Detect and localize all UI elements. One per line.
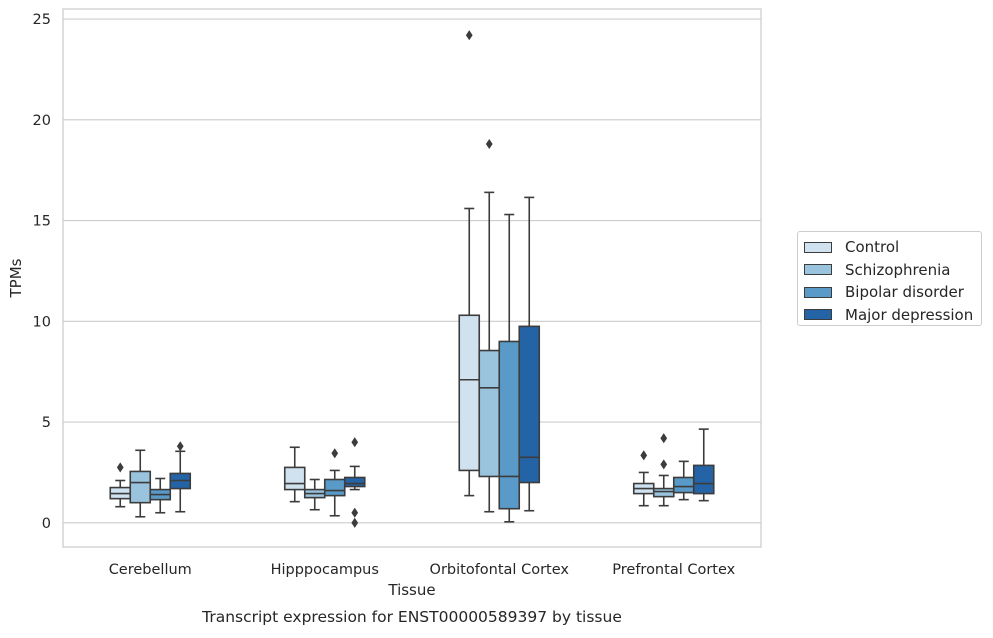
plot-frame <box>62 8 762 548</box>
outlier-point <box>351 437 359 448</box>
x-tick-labels: Cerebellum Hipppocampus Orbitofontal Corte… <box>109 562 736 578</box>
box-layer <box>109 30 715 528</box>
legend-item-schizophrenia: Schizophrenia <box>804 259 981 282</box>
legend-swatch-major-depression <box>804 309 832 321</box>
x-tick-label-3: Prefrontal Cortex <box>612 562 735 578</box>
legend-item-bipolar-disorder: Bipolar disorder <box>804 281 981 304</box>
grid-layer <box>63 18 761 524</box>
box <box>672 476 695 494</box>
y-axis-label: TPMs <box>7 258 25 298</box>
box <box>498 340 521 510</box>
legend-label-bipolar-disorder: Bipolar disorder <box>845 283 964 302</box>
y-tick-label-5: 5 <box>42 415 51 431</box>
x-tick-label-0: Cerebellum <box>109 562 192 578</box>
legend-label-major-depression: Major depression <box>845 305 974 324</box>
box-group <box>498 213 521 523</box>
outlier-point <box>660 459 668 470</box>
outlier-point <box>485 138 493 150</box>
chart-title: Transcript expression for ENST0000058939… <box>201 608 622 626</box>
box-group <box>478 138 501 513</box>
box <box>652 487 675 498</box>
y-tick-labels: 0 5 10 15 20 25 <box>33 12 51 532</box>
y-tick-label-20: 20 <box>33 113 51 129</box>
box-group <box>692 428 715 502</box>
box-group <box>283 446 306 503</box>
legend: Control Schizophrenia Bipolar disorder M… <box>797 231 982 326</box>
box <box>518 325 541 484</box>
box <box>478 349 501 478</box>
box <box>343 476 366 488</box>
box-group <box>129 449 152 518</box>
y-tick-label-10: 10 <box>33 314 51 330</box>
outlier-point <box>660 433 668 444</box>
x-axis-label: Tissue <box>387 581 435 599</box>
outlier-point <box>116 462 124 473</box>
box <box>283 466 306 491</box>
plot-area <box>63 9 761 547</box>
box-group <box>303 478 326 511</box>
box-group <box>518 196 541 512</box>
outlier-point <box>351 507 359 518</box>
box <box>129 470 152 504</box>
box-group <box>672 460 695 501</box>
outlier-point <box>176 441 184 452</box>
outlier-point <box>331 448 339 459</box>
legend-swatch-bipolar-disorder <box>804 286 832 298</box>
legend-label-schizophrenia: Schizophrenia <box>845 260 951 279</box>
y-tick-label-25: 25 <box>33 12 51 28</box>
box-group <box>169 441 192 513</box>
legend-swatch-control <box>804 241 832 253</box>
box-group <box>149 477 172 514</box>
box-group <box>343 437 366 528</box>
box <box>692 464 715 495</box>
x-tick-label-1: Hipppocampus <box>271 562 379 578</box>
x-tick-label-2: Orbitofontal Cortex <box>430 562 570 578</box>
outlier-point <box>465 30 473 41</box>
outlier-point <box>640 450 648 461</box>
legend-label-control: Control <box>845 238 900 257</box>
box <box>323 478 346 497</box>
legend-swatch-schizophrenia <box>804 264 832 276</box>
outlier-point <box>351 517 359 528</box>
y-tick-label-0: 0 <box>42 516 51 532</box>
box-group <box>458 30 481 497</box>
legend-item-major-depression: Major depression <box>804 304 981 327</box>
legend-item-control: Control <box>804 236 981 259</box>
y-tick-label-15: 15 <box>33 214 51 230</box>
box-group <box>323 448 346 517</box>
box <box>458 314 481 472</box>
